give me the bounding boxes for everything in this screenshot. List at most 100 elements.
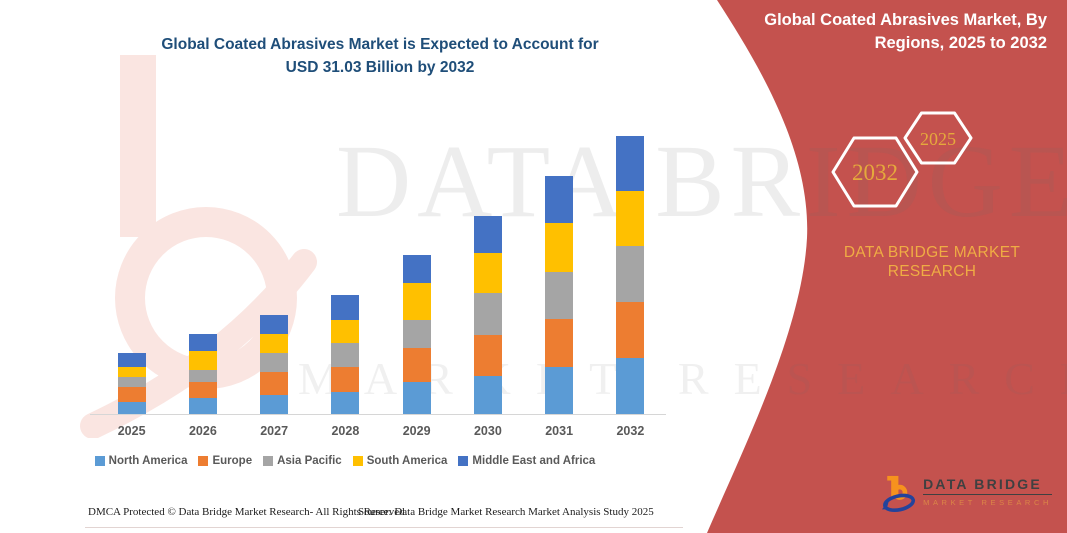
bar-group-2031 xyxy=(524,130,595,414)
bar-stack-2025 xyxy=(117,353,146,414)
bar-segment-europe xyxy=(545,319,574,367)
bar-segment-north-america xyxy=(402,382,431,414)
bar-segment-middle-east-and-africa xyxy=(117,353,146,367)
dbmr-logo: DATA BRIDGE MARKET RESEARCH xyxy=(882,464,1052,526)
bar-segment-south-america xyxy=(260,334,289,353)
bar-segment-europe xyxy=(117,387,146,402)
bar-segment-middle-east-and-africa xyxy=(260,315,289,334)
bar-segment-europe xyxy=(616,302,645,358)
legend-item-middle-east-and-africa: Middle East and Africa xyxy=(458,455,595,467)
legend-swatch-north-america xyxy=(94,456,105,466)
bar-segment-south-america xyxy=(616,191,645,246)
bar-segment-europe xyxy=(402,348,431,382)
x-axis-label-2028: 2028 xyxy=(331,424,360,438)
x-axis-label-2029: 2029 xyxy=(402,424,431,438)
bar-segment-europe xyxy=(473,335,502,376)
bar-segment-middle-east-and-africa xyxy=(545,176,574,223)
x-axis-labels: 2025 2026 2027 2028 2029 2030 2031 2032 xyxy=(96,424,666,438)
bar-group-2030 xyxy=(452,130,523,414)
legend-label-north-america: North America xyxy=(108,455,188,467)
bar-segment-south-america xyxy=(402,283,431,320)
hexagon-2025 xyxy=(903,111,973,165)
bar-segment-asia-pacific xyxy=(188,370,217,382)
bar-stack-2030 xyxy=(473,216,502,414)
dbmr-logo-subtext: MARKET RESEARCH xyxy=(923,498,1052,507)
bar-segment-asia-pacific xyxy=(616,246,645,302)
legend: North America Europe Asia Pacific South Ame… xyxy=(85,455,605,467)
panel-title-line1: Global Coated Abrasives Market, By xyxy=(764,11,1047,29)
hex-year-2025: 2025 xyxy=(920,129,956,149)
x-axis-line xyxy=(90,414,666,415)
bar-segment-north-america xyxy=(260,395,289,414)
bar-segment-south-america xyxy=(545,223,574,272)
footer-dmca-text: DMCA Protected © Data Bridge Market Rese… xyxy=(88,506,408,518)
bar-segment-south-america xyxy=(117,367,146,377)
panel-brand-line2: RESEARCH xyxy=(887,263,977,280)
legend-item-south-america: South America xyxy=(352,455,448,467)
chart-title: Global Coated Abrasives Market is Expect… xyxy=(60,33,700,79)
year-hexagons: 2032 2025 xyxy=(831,111,973,208)
legend-swatch-europe xyxy=(198,456,209,466)
bar-segment-asia-pacific xyxy=(402,320,431,348)
bar-stack-2027 xyxy=(260,315,289,414)
bar-stack-2029 xyxy=(402,255,431,414)
bar-segment-middle-east-and-africa xyxy=(402,255,431,283)
hex-year-2032: 2032 xyxy=(852,160,898,185)
dbmr-logo-name: DATA BRIDGE xyxy=(923,476,1052,495)
bar-group-2028 xyxy=(310,130,381,414)
x-axis-label-2026: 2026 xyxy=(188,424,217,438)
bar-segment-middle-east-and-africa xyxy=(473,216,502,253)
bar-segment-europe xyxy=(188,382,217,398)
bar-stack-2028 xyxy=(331,295,360,414)
bar-segment-europe xyxy=(331,367,360,392)
bar-segment-north-america xyxy=(473,376,502,414)
bar-segment-europe xyxy=(260,372,289,395)
footer-source-text: Source: Data Bridge Market Research Mark… xyxy=(358,506,654,518)
bar-segment-north-america xyxy=(545,367,574,414)
bar-segment-north-america xyxy=(117,402,146,414)
chart-title-line1: Global Coated Abrasives Market is Expect… xyxy=(161,36,599,53)
bars-area xyxy=(96,130,666,414)
legend-label-middle-east-and-africa: Middle East and Africa xyxy=(472,455,596,467)
bar-segment-middle-east-and-africa xyxy=(188,334,217,351)
chart-title-line2: USD 31.03 Billion by 2032 xyxy=(285,59,475,76)
x-axis-label-2031: 2031 xyxy=(545,424,574,438)
panel-brand-line1: DATA BRIDGE MARKET xyxy=(843,244,1021,261)
bar-segment-north-america xyxy=(331,392,360,414)
bar-group-2025 xyxy=(96,130,167,414)
bar-segment-south-america xyxy=(331,320,360,343)
panel-title-line2: Regions, 2025 to 2032 xyxy=(874,34,1047,52)
legend-item-north-america: North America xyxy=(94,455,188,467)
bar-segment-asia-pacific xyxy=(331,343,360,367)
bar-segment-middle-east-and-africa xyxy=(616,136,645,191)
panel-brand-text: DATA BRIDGE MARKET RESEARCH xyxy=(820,243,1044,281)
legend-label-south-america: South America xyxy=(366,455,448,467)
bar-segment-asia-pacific xyxy=(545,272,574,319)
bar-segment-north-america xyxy=(188,398,217,414)
footer-rule xyxy=(85,527,683,528)
bar-stack-2031 xyxy=(545,176,574,414)
bar-segment-north-america xyxy=(616,358,645,414)
bar-segment-asia-pacific xyxy=(473,293,502,335)
bar-stack-2032 xyxy=(616,136,645,414)
legend-label-europe: Europe xyxy=(212,455,253,467)
bar-group-2027 xyxy=(239,130,310,414)
panel-title: Global Coated Abrasives Market, By Regio… xyxy=(702,9,1047,55)
legend-label-asia-pacific: Asia Pacific xyxy=(277,455,342,467)
dbmr-logo-mark xyxy=(882,475,916,513)
legend-item-europe: Europe xyxy=(198,455,252,467)
legend-swatch-asia-pacific xyxy=(263,456,274,466)
bar-group-2029 xyxy=(381,130,452,414)
x-axis-label-2032: 2032 xyxy=(616,424,645,438)
bar-segment-asia-pacific xyxy=(117,377,146,387)
bar-stack-2026 xyxy=(188,334,217,414)
bar-group-2032 xyxy=(595,130,666,414)
bar-segment-south-america xyxy=(188,351,217,370)
bar-segment-south-america xyxy=(473,253,502,293)
bar-group-2026 xyxy=(167,130,238,414)
legend-item-asia-pacific: Asia Pacific xyxy=(263,455,342,467)
bar-segment-asia-pacific xyxy=(260,353,289,372)
bar-segment-middle-east-and-africa xyxy=(331,295,360,320)
